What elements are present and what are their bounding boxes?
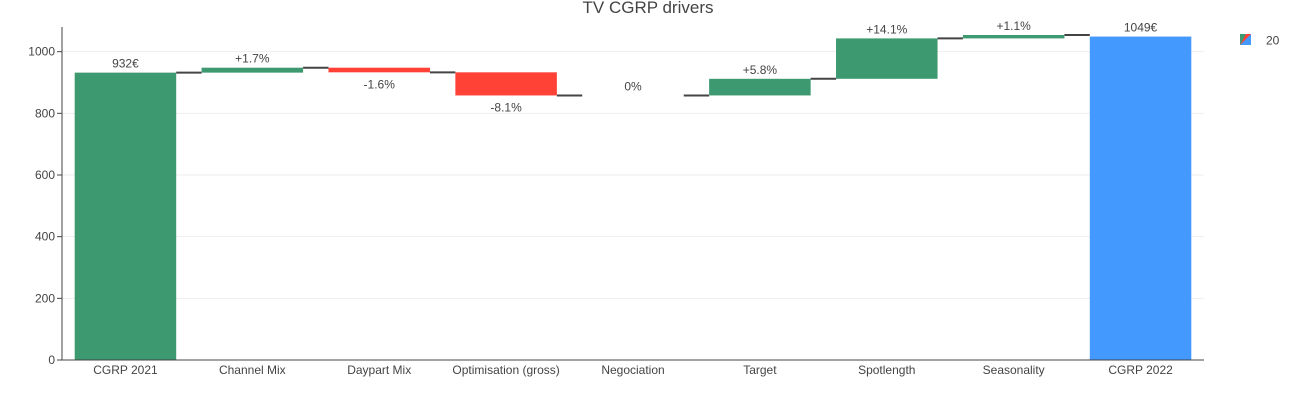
x-tick-label: Channel Mix [219, 363, 286, 377]
bar[interactable] [962, 35, 1065, 39]
bar-data-label: +1.1% [996, 19, 1031, 33]
bar[interactable] [328, 67, 430, 73]
x-tick-label: Seasonality [983, 363, 1045, 377]
x-tick-label: Optimisation (gross) [452, 363, 559, 377]
connectors [176, 34, 1090, 97]
data-labels: 932€ +1.7% -1.6% -8.1% 0% +5.8% +14.1% +1.1% 104… [112, 19, 1157, 114]
bar-data-label: -1.6% [364, 77, 396, 91]
legend-swatch-green [1240, 34, 1246, 45]
bar-data-label: +5.8% [743, 63, 778, 77]
grid-lines [62, 51, 1204, 299]
bar[interactable] [74, 72, 177, 360]
bar[interactable] [455, 72, 557, 96]
x-axis: CGRP 2021 Channel Mix Daypart Mix Optimisat… [62, 359, 1204, 377]
y-tick-label: 400 [35, 230, 55, 244]
bars [74, 35, 1192, 360]
bar-data-label: +14.1% [866, 22, 907, 36]
bar-data-label: 1049€ [1124, 21, 1158, 35]
bar[interactable] [201, 67, 304, 73]
bar-data-label: 932€ [112, 57, 139, 71]
legend-label: 20 [1266, 34, 1280, 48]
x-tick-label: CGRP 2022 [1108, 363, 1173, 377]
legend[interactable]: 20 [1240, 34, 1280, 48]
y-axis: 0 200 400 600 800 1000 [28, 27, 63, 367]
bar-data-label: 0% [624, 79, 642, 93]
y-tick-label: 1000 [28, 45, 55, 59]
y-tick-label: 800 [35, 106, 55, 120]
bar[interactable] [836, 38, 938, 79]
x-tick-label: Spotlength [858, 363, 915, 377]
bar-data-label: +1.7% [235, 52, 270, 66]
x-tick-label: Daypart Mix [347, 363, 411, 377]
x-tick-label: Negociation [601, 363, 664, 377]
bar[interactable] [1089, 36, 1192, 360]
bar-data-label: -8.1% [490, 100, 522, 114]
x-tick-label: CGRP 2021 [93, 363, 158, 377]
chart-title: TV CGRP drivers [583, 0, 714, 17]
bar[interactable] [709, 78, 811, 96]
y-tick-label: 600 [35, 168, 55, 182]
x-tick-label: Target [743, 363, 777, 377]
y-tick-label: 200 [35, 291, 55, 305]
y-tick-label: 0 [48, 353, 55, 367]
